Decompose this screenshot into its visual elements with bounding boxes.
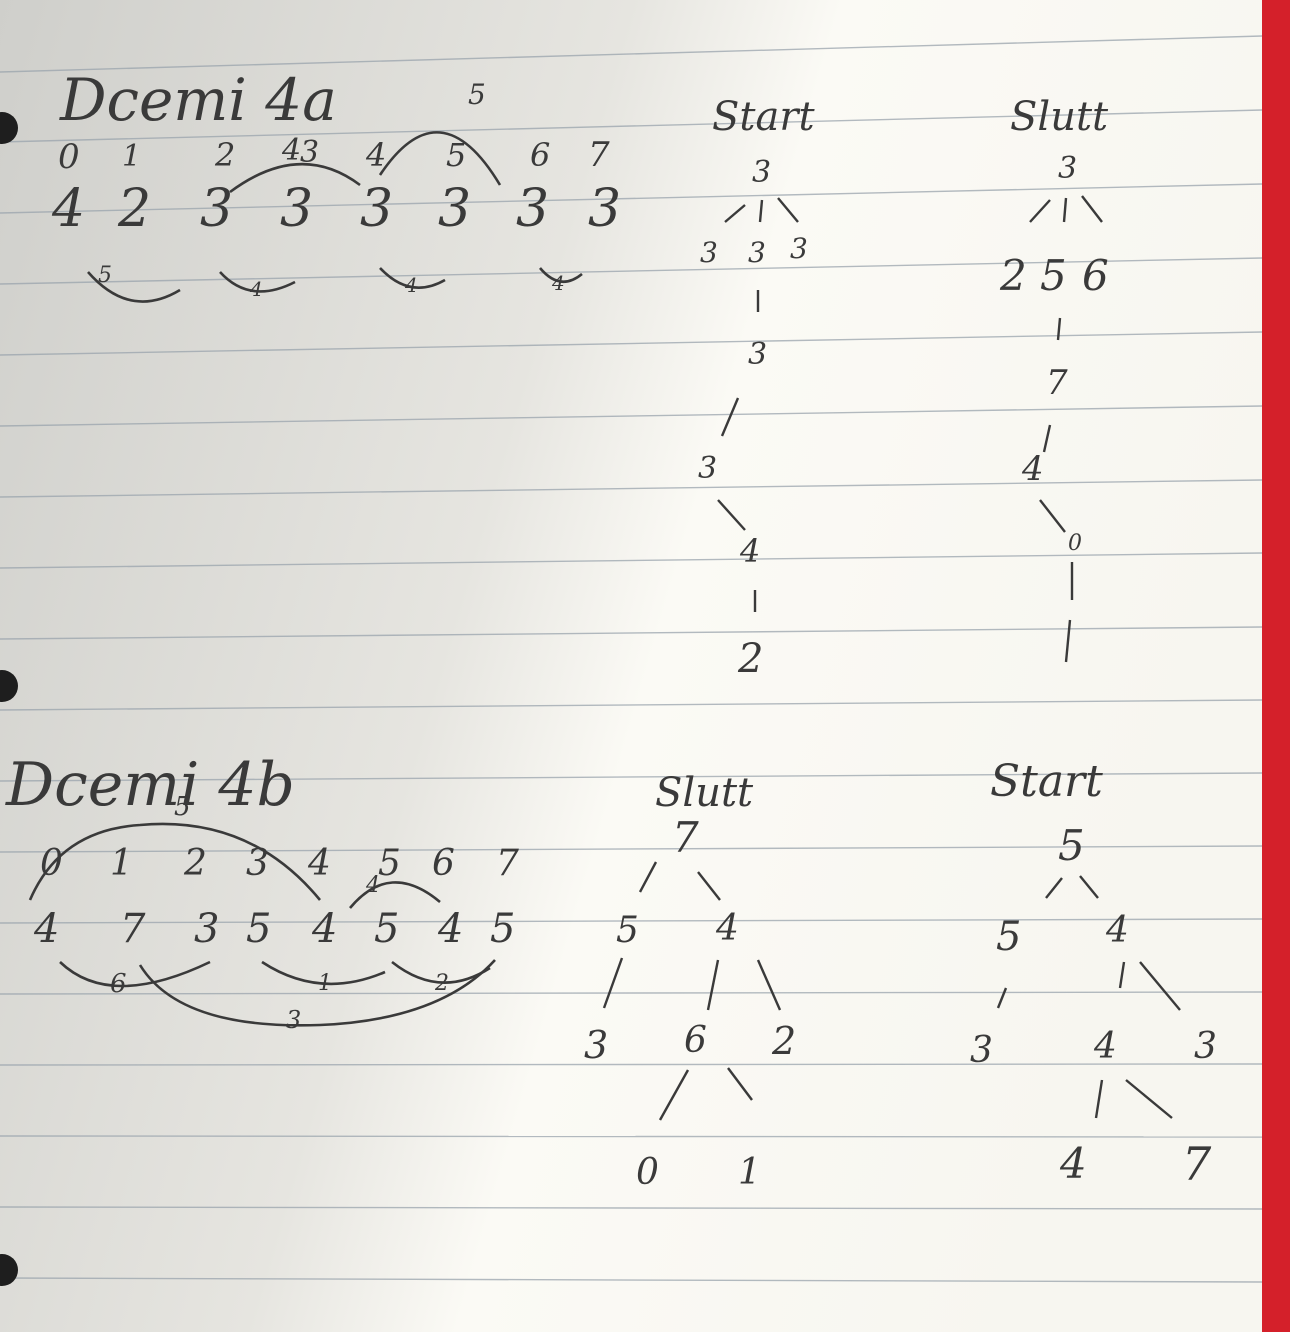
a-value-1: 2 [117,179,151,239]
section-b-subscript: 5 [174,792,191,822]
a-start-node-4: 3 [748,337,767,372]
b-value-3: 5 [246,906,271,952]
a-slutt-node-4: 7 [1046,363,1068,403]
a-start-node-1: 3 [700,236,718,269]
a-index-3: 3 [300,135,319,170]
a-index-5: 5 [446,136,466,174]
b-start-node-2: 4 [1105,910,1129,951]
a-start-node-3: 3 [790,232,808,265]
b-slutt-node-5: 2 [771,1019,796,1063]
binder-hole-top [0,112,18,144]
b-arc-label-1: 1 [318,971,332,996]
a-start-node-2: 3 [748,236,766,269]
binder-hole-middle [0,670,18,702]
section-b-title: Dcemi 4b [5,750,295,820]
b-slutt-node-6: 0 [636,1152,659,1193]
a-tree-slutt-label: Slutt [1010,94,1109,140]
section-a-superscript: 5 [468,78,486,111]
a-index-6: 6 [530,136,550,174]
b-arcs [28,822,496,1027]
a-value-7: 3 [588,179,621,239]
binder-hole-bottom [0,1254,18,1286]
a-value-6: 3 [516,179,549,239]
b-arc-top-label: 4 [365,873,380,898]
b-value-0: 4 [33,906,59,952]
a-start-node-0: 3 [752,155,771,190]
b-start-node-1: 5 [996,914,1021,960]
b-value-4: 4 [311,906,337,952]
a-slutt-node-5: 4 [1021,449,1044,489]
a-arc-label-2: 4 [404,273,418,297]
a-start-node-5: 3 [698,451,717,486]
b-slutt-node-4: 6 [684,1020,707,1061]
a-tree-slutt-edges [1029,195,1103,663]
a-tree-slutt: Slutt 3 2 5 6 7 4 0 [999,94,1109,663]
a-index-4: 4 [365,136,386,174]
b-tree-slutt-label: Slutt [655,770,754,816]
b-tree-start-edges [996,875,1181,1119]
b-start-node-3: 3 [970,1030,993,1071]
a-slutt-node-3: 6 [1082,251,1109,300]
b-index-6: 6 [432,843,455,884]
a-index-1: 1 [122,139,141,174]
b-value-6: 4 [437,906,463,952]
a-start-node-6: 4 [739,532,760,570]
b-arc-label-0: 6 [110,969,127,999]
a-start-node-7: 2 [737,636,763,682]
section-b: Dcemi 4b 5 0 1 2 3 4 5 6 7 4 7 3 5 4 5 4… [5,750,1217,1193]
b-value-2: 3 [194,906,219,952]
b-tree-slutt: Slutt 7 5 4 3 6 2 0 1 [584,770,796,1193]
a-arc-label-0: 5 [98,263,112,288]
a-index-2: 2 [214,136,235,174]
a-value-0: 4 [51,179,85,239]
b-start-node-5: 3 [1194,1026,1217,1067]
b-start-node-4: 4 [1093,1026,1117,1067]
a-tree-start-edges [717,197,799,612]
b-start-node-6: 4 [1059,1139,1087,1188]
b-index-4: 4 [307,843,331,884]
a-slutt-node-2: 5 [1040,251,1067,300]
b-index-1: 1 [110,843,133,884]
b-start-node-0: 5 [1058,821,1085,870]
b-index-2: 2 [183,843,207,884]
a-arc-label-3: 4 [551,271,565,295]
a-slutt-node-1: 2 [999,251,1027,300]
b-index-7: 7 [496,843,519,884]
b-index-3: 3 [246,843,269,884]
b-value-5: 5 [374,906,399,952]
section-a-title: Dcemi 4a [59,66,337,134]
b-value-7: 5 [490,906,515,952]
a-slutt-node-6: 0 [1068,531,1082,556]
b-tree-slutt-edges [602,861,782,1121]
b-slutt-node-3: 3 [584,1023,608,1067]
a-value-2: 3 [200,179,233,239]
b-start-node-7: 7 [1182,1137,1212,1191]
a-arc-label-1: 4 [249,277,263,301]
section-a: Dcemi 4a 5 0 1 2 4 3 4 5 6 7 4 2 3 3 3 3… [51,66,1109,682]
b-slutt-node-0: 7 [672,813,699,862]
a-value-4: 3 [360,179,393,239]
ruled-lines [0,35,1263,1283]
b-index-5: 5 [378,843,401,884]
a-index-0: 0 [58,137,80,177]
b-value-1: 7 [120,906,146,952]
red-edge [1262,0,1290,1332]
b-slutt-node-1: 5 [616,910,639,951]
a-value-5: 3 [438,179,471,239]
a-value-3: 3 [280,179,313,239]
a-slutt-node-0: 3 [1058,151,1077,186]
b-slutt-node-7: 1 [738,1152,761,1193]
a-index-overwrite: 4 [281,133,301,168]
a-arcs [87,131,583,303]
b-tree-start: Start 5 5 4 3 4 3 4 7 [970,756,1217,1191]
a-tree-start: Start 3 3 3 3 3 3 4 2 [698,94,815,682]
b-slutt-node-2: 4 [715,908,739,949]
a-index-7: 7 [588,135,610,175]
b-arc-label-3: 3 [286,1006,301,1034]
b-arc-label-2: 2 [434,971,449,996]
b-tree-start-label: Start [990,756,1103,807]
a-tree-start-label: Start [712,94,815,140]
